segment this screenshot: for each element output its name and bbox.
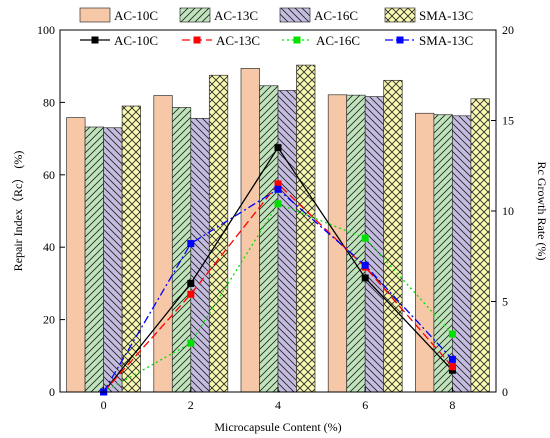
x-tick-label-8: 8 [449,398,455,412]
x-axis-title: Microcapsule Content (%) [214,420,341,434]
legend-bar-ac-10c-label: AC-10C [114,8,158,23]
axes-layer: 0 20 40 60 80 100 0 5 10 15 20 0 2 4 6 8 Microcapsule Co… [11,23,549,434]
bar-sma-13c-2-hatch [209,75,228,392]
line-ac-16c [103,202,453,393]
point-ac-10c-2 [187,279,195,287]
legend-line-sma-13c-label: SMA-13C [419,33,473,48]
legend-line-ac-10c-marker [91,36,99,44]
legend-line-ac-16c-label: AC-16C [316,33,360,48]
bar-ac-13c-2-hatch [172,107,191,392]
bar-ac-16c-8-hatch [452,115,471,392]
bar-ac-10c-6 [327,94,348,393]
x-tick-label-6: 6 [362,398,368,412]
bar-ac-13c-0-hatch [85,127,104,393]
bar-sma-13c-4-hatch [296,65,315,392]
bar-ac-13c-6-hatch [346,95,366,392]
y-tick-label-60: 60 [43,168,55,182]
x-tick-label-2: 2 [188,398,194,412]
point-ac-13c-8 [448,363,456,371]
bar-ac-16c-0-hatch [103,127,123,393]
bar-ac-13c-8-hatch [433,114,453,392]
y-tick-label-20: 20 [43,313,55,327]
bar-ac-10c-8 [415,112,435,393]
bar-sma-13c-6-hatch [383,80,403,393]
legend-bar-ac-13c-hatch [180,8,210,22]
legend-line-ac-13c-marker [193,36,201,44]
y2-tick-label-10: 10 [502,204,514,218]
point-ac-10c-6 [361,274,369,282]
bar-ac-16c-6-hatch [365,96,384,392]
legend-layer: AC-10C AC-13C AC-16C SMA-13C AC-10C AC-13C AC-… [79,7,473,48]
legend-bar-ac-16c-label: AC-16C [314,8,358,23]
point-ac-16c-6 [361,234,369,242]
bar-ac-10c-4 [240,68,260,393]
point-ac-16c-4 [274,200,282,208]
y-tick-label-40: 40 [43,240,55,254]
x-tick-label-4: 4 [275,398,281,412]
point-ac-10c-4 [274,144,282,152]
legend-bar-ac-10c-swatch [79,7,111,23]
bar-ac-10c-2 [153,95,173,393]
legend-line-ac-10c-label: AC-10C [114,33,158,48]
point-ac-16c-8 [448,330,456,338]
legend-line-sma-13c-marker [396,36,404,44]
y-tick-label-100: 100 [37,23,55,37]
point-sma-13c-2 [187,240,195,248]
point-ac-16c-2 [187,339,195,347]
point-ac-10c-8 [448,366,456,374]
y2-tick-label-5: 5 [502,295,508,309]
legend-bar-ac-16c-hatch [280,8,310,22]
y2-tick-label-0: 0 [502,385,508,399]
point-ac-13c-2 [187,290,195,298]
point-sma-13c-6 [361,261,369,269]
y2-tick-label-15: 15 [502,114,514,128]
bar-sma-13c-0-hatch [122,106,141,393]
bar-ac-16c-2-hatch [190,118,210,392]
point-sma-13c-8 [448,355,456,363]
y2-tick-label-20: 20 [502,23,514,37]
legend-line-ac-16c-marker [293,36,301,44]
y2-axis-title: Rc Growth Rate (%) [535,162,549,261]
bar-sma-13c-8-hatch [470,98,490,392]
legend-bar-sma-13c-label: SMA-13C [419,8,473,23]
bar-ac-10c-0 [66,117,86,393]
point-sma-13c-4 [274,185,282,193]
bar-ac-13c-4-hatch [259,85,278,393]
y-axis-title: Repair Index（Rc） (%) [11,151,25,272]
x-tick-label-0: 0 [101,398,107,412]
legend-bar-sma-13c-hatch [385,8,415,22]
legend-bar-ac-13c-label: AC-13C [214,8,258,23]
legend-line-ac-13c-label: AC-13C [216,33,260,48]
point-ac-13c-4 [274,180,282,188]
y-tick-label-0: 0 [49,385,55,399]
bars-layer [66,64,490,393]
y-tick-label-80: 80 [43,95,55,109]
bar-ac-16c-4-hatch [278,90,297,392]
